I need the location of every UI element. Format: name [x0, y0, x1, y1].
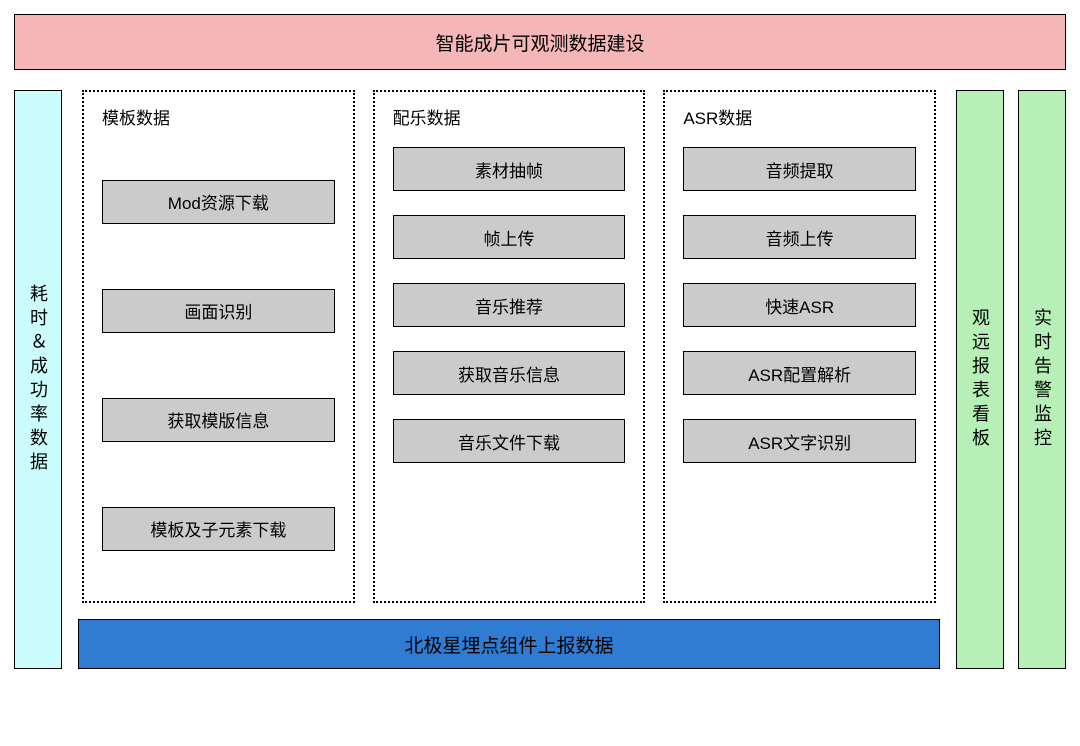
item-box: 音频上传 [683, 215, 916, 259]
group-asr-data: ASR数据 音频提取 音频上传 快速ASR ASR配置解析 ASR文字识别 [663, 90, 936, 603]
right-vertical-bar-report: 观远报表看板 [956, 90, 1004, 669]
item-box: 画面识别 [102, 289, 335, 333]
item-box: 获取模版信息 [102, 398, 335, 442]
left-vertical-bar: 耗时＆成功率数据 [14, 90, 62, 669]
right-bar-label: 实时告警监控 [1029, 308, 1055, 452]
item-box: 快速ASR [683, 283, 916, 327]
main-row: 耗时＆成功率数据 模板数据 Mod资源下载 画面识别 获取模版信息 模板及子元素… [14, 90, 1066, 669]
item-box: 音乐推荐 [393, 283, 626, 327]
item-box: 音频提取 [683, 147, 916, 191]
right-vertical-bar-alert: 实时告警监控 [1018, 90, 1066, 669]
item-box: ASR文字识别 [683, 419, 916, 463]
item-box: 素材抽帧 [393, 147, 626, 191]
groups-row: 模板数据 Mod资源下载 画面识别 获取模版信息 模板及子元素下载 配乐数据 素… [78, 90, 940, 603]
item-box: 模板及子元素下载 [102, 507, 335, 551]
diagram-root: 智能成片可观测数据建设 耗时＆成功率数据 模板数据 Mod资源下载 画面识别 获… [14, 14, 1066, 669]
header-title: 智能成片可观测数据建设 [435, 29, 644, 56]
header-bar: 智能成片可观测数据建设 [14, 14, 1066, 70]
item-box: Mod资源下载 [102, 180, 335, 224]
left-bar-label: 耗时＆成功率数据 [25, 284, 51, 476]
group-items: 音频提取 音频上传 快速ASR ASR配置解析 ASR文字识别 [683, 147, 916, 583]
right-bar-label: 观远报表看板 [967, 308, 993, 452]
item-box: ASR配置解析 [683, 351, 916, 395]
bottom-bar: 北极星埋点组件上报数据 [78, 619, 940, 669]
bottom-bar-label: 北极星埋点组件上报数据 [404, 631, 613, 658]
item-box: 音乐文件下载 [393, 419, 626, 463]
group-items: Mod资源下载 画面识别 获取模版信息 模板及子元素下载 [102, 147, 335, 583]
middle-column: 模板数据 Mod资源下载 画面识别 获取模版信息 模板及子元素下载 配乐数据 素… [78, 90, 940, 669]
group-template-data: 模板数据 Mod资源下载 画面识别 获取模版信息 模板及子元素下载 [82, 90, 355, 603]
group-title: 模板数据 [102, 104, 335, 129]
right-rails: 观远报表看板 实时告警监控 [956, 90, 1066, 669]
group-title: 配乐数据 [393, 104, 626, 129]
group-items: 素材抽帧 帧上传 音乐推荐 获取音乐信息 音乐文件下载 [393, 147, 626, 583]
group-music-data: 配乐数据 素材抽帧 帧上传 音乐推荐 获取音乐信息 音乐文件下载 [373, 90, 646, 603]
group-title: ASR数据 [683, 104, 916, 129]
item-box: 帧上传 [393, 215, 626, 259]
item-box: 获取音乐信息 [393, 351, 626, 395]
